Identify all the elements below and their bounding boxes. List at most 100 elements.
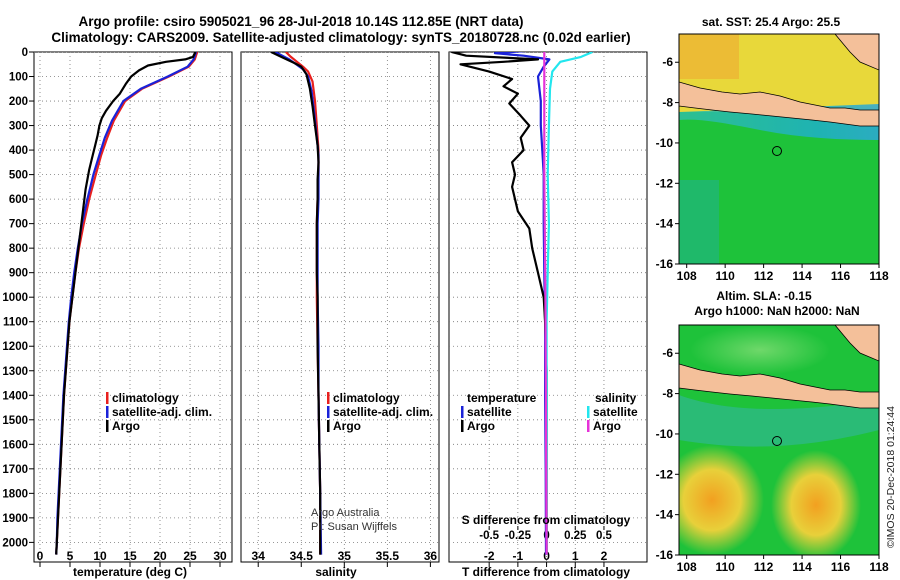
imos-credit: ©IMOS 20-Dec-2018 01:24:44 xyxy=(885,406,897,548)
map-y-tick-label: -6 xyxy=(662,55,673,69)
sla-light-north xyxy=(690,325,830,375)
depth-tick-label: 700 xyxy=(9,219,28,231)
legend-satellite-swatch xyxy=(327,406,330,418)
depth-tick-label: 400 xyxy=(9,145,28,157)
map-y-tick-label: -10 xyxy=(656,136,674,150)
map-y-tick-label: -16 xyxy=(656,257,674,271)
series-line-t-argo xyxy=(450,52,548,555)
sst-southwest-teal xyxy=(679,180,719,264)
sla-map-frame xyxy=(678,324,880,556)
series-line-satellite-adj-clim xyxy=(55,52,198,555)
x-tick-label: 15 xyxy=(123,549,137,563)
legend-argo-swatch xyxy=(106,420,109,432)
legend-climatology-swatch xyxy=(106,392,109,404)
salinity-difference-xlabel: S difference from climatology xyxy=(462,513,631,527)
series-line-argo xyxy=(55,52,197,555)
temperature-legend: climatology satellite-adj. clim. Argo xyxy=(106,391,212,433)
depth-tick-label: 1100 xyxy=(3,317,28,329)
legend-satellite-label: satellite-adj. clim. xyxy=(333,405,433,419)
depth-tick-label: 100 xyxy=(9,72,28,84)
x-tick-label: 0 xyxy=(37,549,44,563)
map-y-tick-label: -8 xyxy=(662,96,673,110)
depth-tick-label: 1600 xyxy=(2,439,28,451)
x-tick-label: 20 xyxy=(153,549,167,563)
map-x-tick-label: 112 xyxy=(754,560,774,574)
sst-map-ticks: 108 110 112 114 116 118 -6 -8 -10 -12 -14 -16 xyxy=(656,55,889,283)
legend-s-argo-swatch xyxy=(587,420,590,432)
argo-australia-credit: Argo Australia xyxy=(311,507,380,519)
depth-tick-label: 2000 xyxy=(2,537,28,549)
map-x-tick-label: 112 xyxy=(754,269,774,283)
depth-tick-label: 0 xyxy=(22,47,28,59)
legend-argo-label: Argo xyxy=(333,419,361,433)
legend-salinity-title: salinity xyxy=(595,391,637,405)
salinity-series xyxy=(270,52,323,555)
depth-tick-label: 200 xyxy=(9,96,28,108)
x-tick-label: 0 xyxy=(543,549,550,563)
sla-map-subtitle: Argo h1000: NaN h2000: NaN xyxy=(694,304,859,318)
sst-java-island xyxy=(679,81,879,127)
legend-t-argo-label: Argo xyxy=(467,419,495,433)
sst-warm-patch xyxy=(679,34,739,79)
x-tick-label: 5 xyxy=(67,549,74,563)
map-x-tick-label: 114 xyxy=(792,560,812,574)
sla-warm-blob-west xyxy=(679,445,764,555)
difference-xlabel: T difference from climatology xyxy=(462,565,630,579)
temperature-panel-frame xyxy=(33,51,233,563)
legend-s-satellite-label: satellite xyxy=(593,405,638,419)
depth-tick-label: 1000 xyxy=(2,292,28,304)
map-x-tick-label: 108 xyxy=(677,560,697,574)
salinity-x-ticks: 34 34.5 35 35.5 36 xyxy=(252,549,438,567)
map-y-tick-label: -14 xyxy=(656,508,674,522)
x2-tick-label: 0.5 xyxy=(596,530,613,542)
x-tick-label: 30 xyxy=(213,549,227,563)
map-y-tick-label: -16 xyxy=(656,548,674,562)
difference-series xyxy=(450,52,593,555)
map-x-tick-label: 110 xyxy=(715,269,735,283)
map-y-tick-label: -12 xyxy=(656,176,674,190)
map-y-tick-label: -12 xyxy=(656,467,674,481)
legend-s-satellite-swatch xyxy=(587,406,590,418)
x-tick-label: 25 xyxy=(183,549,197,563)
sla-float-marker xyxy=(772,436,782,446)
pi-credit: PI: Susan Wijffels xyxy=(311,521,397,533)
sst-borneo-coast xyxy=(834,34,879,71)
depth-tick-label: 1800 xyxy=(2,488,28,500)
difference-legend-salinity: salinity satellite Argo xyxy=(587,391,638,433)
series-line-argo xyxy=(270,52,322,555)
legend-climatology-label: climatology xyxy=(333,391,400,405)
title-line-2: Climatology: CARS2009. Satellite-adjuste… xyxy=(51,30,630,45)
title-line-1: Argo profile: csiro 5905021_96 28-Jul-20… xyxy=(79,14,524,29)
temperature-xlabel: temperature (deg C) xyxy=(73,565,187,579)
temperature-series xyxy=(55,52,199,555)
x-tick-label: 2 xyxy=(601,549,608,563)
depth-tick-label: 1400 xyxy=(2,390,28,402)
map-y-tick-label: -8 xyxy=(662,387,673,401)
series-line-s-argo xyxy=(543,52,548,555)
depth-tick-label: 1900 xyxy=(2,513,28,525)
depth-tick-label: 1700 xyxy=(2,464,28,476)
map-x-tick-label: 116 xyxy=(831,269,851,283)
temperature-grid xyxy=(34,52,232,562)
x2-tick-label: -0.25 xyxy=(505,530,532,542)
x2-tick-label: -0.5 xyxy=(479,530,499,542)
sla-map-ticks: 108 110 112 114 116 118 -6 -8 -10 -12 -14 -16 xyxy=(656,346,889,574)
legend-argo-swatch xyxy=(327,420,330,432)
x-tick-label: -2 xyxy=(484,549,495,563)
legend-t-satellite-swatch xyxy=(461,406,464,418)
depth-tick-label: 300 xyxy=(9,121,28,133)
x-tick-label: 36 xyxy=(424,549,438,563)
series-line-climatology xyxy=(55,52,199,555)
legend-climatology-swatch xyxy=(327,392,330,404)
difference-grid xyxy=(449,52,647,562)
depth-axis-ticks: 0 100 200 300 400 500 600 700 800 900 1000 1100 1200… xyxy=(2,47,34,549)
x-tick-label: 34 xyxy=(252,549,266,563)
legend-satellite-swatch xyxy=(106,406,109,418)
depth-tick-label: 1500 xyxy=(2,415,28,427)
sla-map xyxy=(679,325,879,555)
legend-satellite-label: satellite-adj. clim. xyxy=(112,405,212,419)
sla-map-title: Altim. SLA: -0.15 xyxy=(716,289,812,303)
map-y-tick-label: -6 xyxy=(662,346,673,360)
sla-java-island xyxy=(679,363,879,409)
